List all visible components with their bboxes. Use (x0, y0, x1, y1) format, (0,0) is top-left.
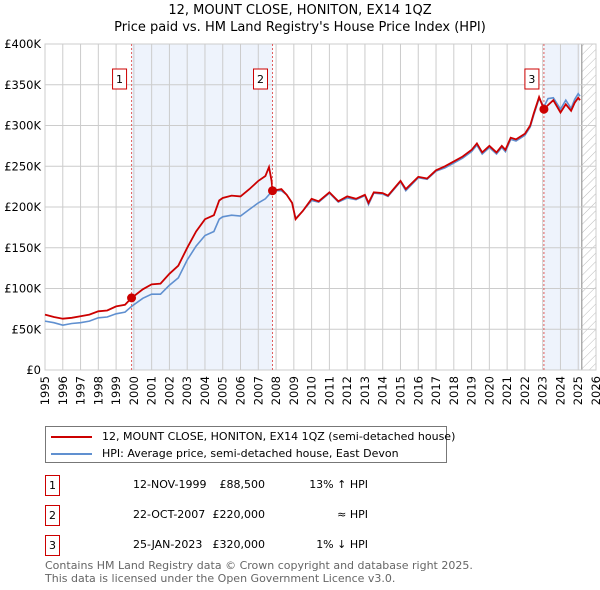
y-tick-label: £200K (4, 200, 41, 214)
x-tick-label: 2011 (322, 376, 336, 405)
transaction-date: 25-JAN-2023 (133, 538, 203, 551)
x-tick-label: 2022 (518, 376, 532, 405)
transaction-date: 12-NOV-1999 (133, 478, 207, 491)
x-tick-label: 2004 (198, 376, 212, 405)
legend-item-hpi: HPI: Average price, semi-detached house,… (51, 447, 399, 460)
sale-point (127, 293, 137, 303)
plot-frame (44, 43, 597, 371)
x-tick-label: 2008 (269, 376, 283, 405)
y-tick-label: £350K (4, 78, 41, 92)
legend-item-property: 12, MOUNT CLOSE, HONITON, EX14 1QZ (semi… (51, 430, 455, 443)
sale-label: 3 (528, 73, 535, 86)
transaction-hpi: 1% ↓ HPI (316, 538, 368, 551)
x-tick-label: 2021 (500, 376, 514, 405)
y-tick-label: £50K (12, 322, 42, 336)
y-tick-label: £250K (4, 159, 41, 173)
x-tick-label: 2020 (482, 376, 496, 405)
footer-line: Contains HM Land Registry data © Crown c… (45, 559, 473, 572)
x-tick-label: 2024 (553, 376, 567, 405)
x-tick-label: 1995 (38, 376, 52, 405)
x-tick-label: 1997 (74, 376, 88, 405)
transaction-hpi: 13% ↑ HPI (309, 478, 368, 491)
legend-label: HPI: Average price, semi-detached house,… (102, 447, 399, 460)
y-tick-label: £400K (4, 37, 41, 51)
x-tick-label: 2005 (216, 376, 230, 405)
sale-point (268, 186, 278, 196)
transaction-number: 3 (45, 535, 60, 556)
x-tick-label: 2026 (589, 376, 600, 405)
transaction-number: 1 (45, 475, 60, 496)
transaction-hpi: ≈ HPI (337, 508, 368, 521)
chart-legend: 12, MOUNT CLOSE, HONITON, EX14 1QZ (semi… (45, 426, 455, 463)
y-tick-label: £0 (26, 363, 41, 377)
transaction-row: 2 22-OCT-2007 £220,000 ≈ HPI (45, 505, 445, 526)
x-tick-label: 2014 (376, 376, 390, 405)
x-tick-label: 2017 (429, 376, 443, 405)
x-tick-label: 2019 (465, 376, 479, 405)
y-tick-label: £100K (4, 282, 41, 296)
sale-label: 1 (116, 73, 123, 86)
y-tick-label: £150K (4, 241, 41, 255)
transaction-number: 2 (45, 505, 60, 526)
transaction-row: 3 25-JAN-2023 £320,000 1% ↓ HPI (45, 535, 445, 556)
x-tick-label: 2013 (358, 376, 372, 405)
series-line (44, 94, 581, 320)
x-tick-label: 2000 (127, 376, 141, 405)
x-tick-label: 2016 (411, 376, 425, 405)
transaction-price: £220,000 (212, 508, 266, 521)
legend-swatch-blue (51, 452, 92, 455)
legend-label: 12, MOUNT CLOSE, HONITON, EX14 1QZ (semi… (102, 430, 456, 443)
x-tick-label: 1998 (91, 376, 105, 405)
y-tick-label: £300K (4, 119, 41, 133)
legend-swatch-red (51, 435, 92, 438)
chart-subtitle: Price paid vs. HM Land Registry's House … (114, 20, 486, 35)
sale-label-box (524, 68, 540, 90)
footer-attribution: Contains HM Land Registry data © Crown c… (45, 559, 473, 585)
transaction-price: £88,500 (219, 478, 266, 491)
sale-label-box (112, 68, 128, 90)
x-tick-label: 2010 (305, 376, 319, 405)
transaction-row: 1 12-NOV-1999 £88,500 13% ↑ HPI (45, 475, 445, 496)
x-tick-label: 1996 (56, 376, 70, 405)
x-tick-label: 1999 (109, 376, 123, 405)
x-tick-label: 2006 (234, 376, 248, 405)
footer-line: This data is licensed under the Open Gov… (45, 572, 396, 585)
series-line (44, 92, 581, 327)
x-tick-label: 2003 (180, 376, 194, 405)
x-tick-label: 2001 (145, 376, 159, 405)
x-tick-label: 2009 (287, 376, 301, 405)
transaction-date: 22-OCT-2007 (133, 508, 206, 521)
transaction-price: £320,000 (212, 538, 266, 551)
x-tick-label: 2023 (536, 376, 550, 405)
sale-label-box (253, 68, 269, 90)
sale-label: 2 (257, 73, 264, 86)
x-tick-label: 2025 (571, 376, 585, 405)
x-tick-label: 2015 (393, 376, 407, 405)
x-tick-label: 2007 (251, 376, 265, 405)
sale-point (539, 104, 549, 114)
x-tick-label: 2002 (162, 376, 176, 405)
price-chart: 1995 1996 1997 1998 1999 2000 2001 2002 2003 2004… (4, 37, 600, 405)
chart-title: 12, MOUNT CLOSE, HONITON, EX14 1QZ (168, 3, 432, 18)
x-tick-label: 2018 (447, 376, 461, 405)
x-tick-label: 2012 (340, 376, 354, 405)
